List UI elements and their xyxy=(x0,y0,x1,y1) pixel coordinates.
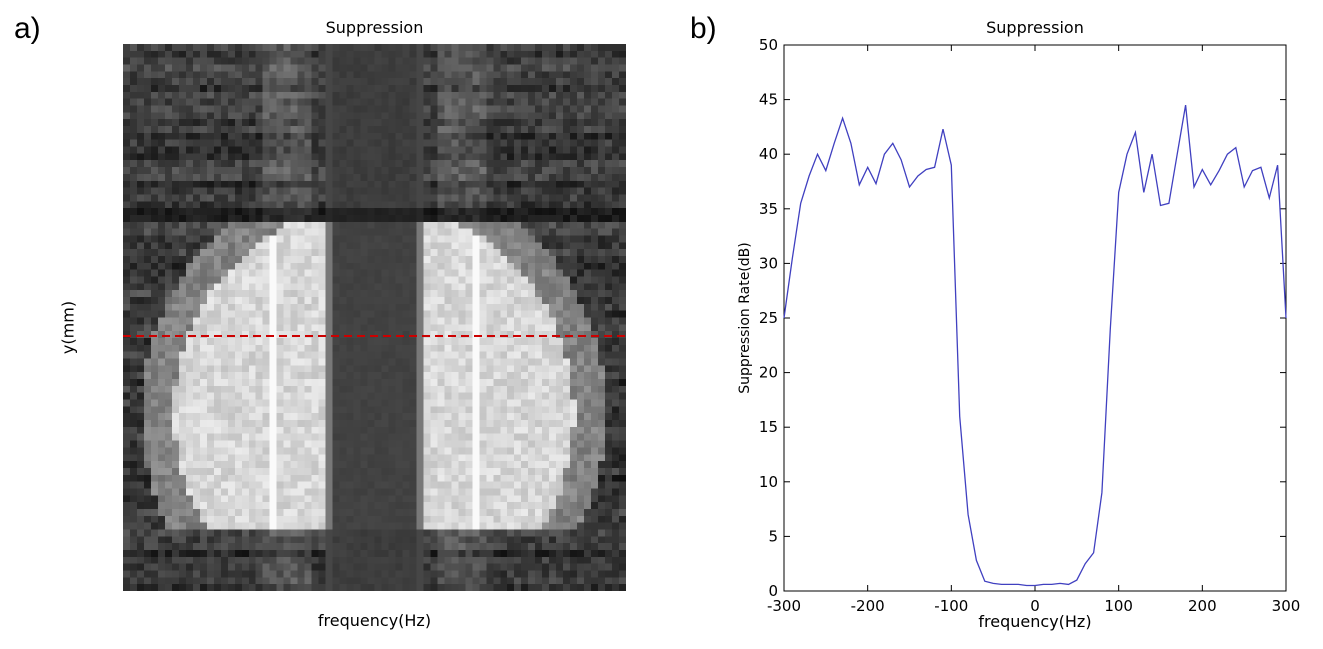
y-tick-label: 0 xyxy=(768,582,778,600)
y-tick-label: 20 xyxy=(759,364,778,382)
suppression-series-line xyxy=(783,104,1287,587)
x-tick-label: -100 xyxy=(934,597,968,615)
panel-b-xlabel: frequency(Hz) xyxy=(978,612,1092,631)
panel-a-label: a) xyxy=(14,12,41,45)
y-tick-label: 30 xyxy=(759,254,778,272)
y-tick-label: 5 xyxy=(768,527,778,545)
x-tick-label: 300 xyxy=(1272,597,1301,615)
y-tick-label: 35 xyxy=(759,200,778,218)
x-tick-label: -200 xyxy=(851,597,885,615)
suppression-heatmap xyxy=(123,44,626,591)
y-tick-label: 25 xyxy=(759,309,778,327)
y-tick-label: 45 xyxy=(759,91,778,109)
x-tick-label: 0 xyxy=(1030,597,1040,615)
plot-area xyxy=(783,44,1287,592)
y-tick-label: 50 xyxy=(759,36,778,54)
x-tick-label: 200 xyxy=(1188,597,1217,615)
y-tick-label: 40 xyxy=(759,145,778,163)
panel-b-title: Suppression xyxy=(986,18,1084,37)
panel-a-xlabel: frequency(Hz) xyxy=(317,611,432,630)
panel-b-ylabel: Suppression Rate(dB) xyxy=(737,242,753,394)
panel-a-title: Suppression xyxy=(325,18,424,37)
heatmap-cells xyxy=(123,44,626,591)
heatmap-canvas xyxy=(123,44,626,591)
x-tick-label: -300 xyxy=(767,597,801,615)
panel-b-label: b) xyxy=(690,12,717,45)
y-tick-label: 15 xyxy=(759,418,778,436)
y-tick-label: 10 xyxy=(759,473,778,491)
x-tick-label: 100 xyxy=(1104,597,1133,615)
